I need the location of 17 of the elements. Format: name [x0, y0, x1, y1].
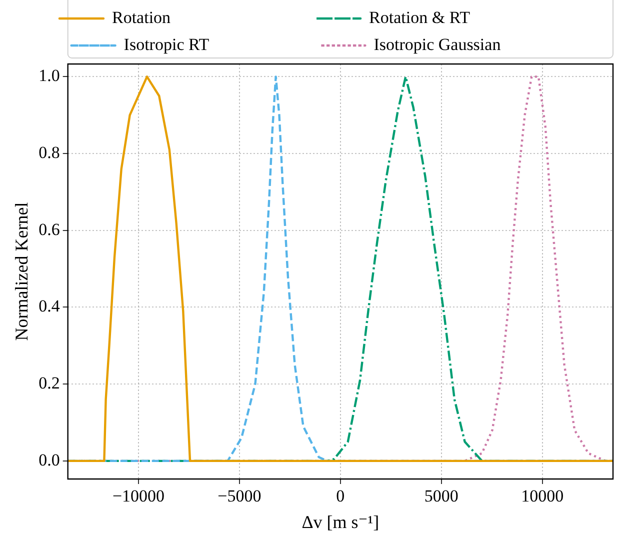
legend-label: Rotation [112, 8, 307, 27]
x-axis-title: Δv [m s⁻¹] [302, 512, 380, 532]
legend-label: Rotation & RT [369, 8, 564, 27]
y-tick-label: 0.0 [38, 450, 60, 470]
y-tick-label: 0.2 [38, 374, 60, 393]
legend-label: Isotropic Gaussian [374, 34, 552, 54]
y-tick-label: 0.6 [38, 220, 60, 239]
y-axis-title: Normalized Kernel [12, 202, 32, 341]
x-tick-label: −10000 [112, 486, 165, 506]
x-tick-label: −5000 [218, 486, 262, 506]
x-tick-label: 5000 [424, 486, 458, 506]
y-tick-label: 0.4 [38, 296, 60, 316]
y-tick-label: 1.0 [38, 66, 60, 86]
legend-label: Isotropic RT [124, 34, 312, 54]
y-tick-label: 0.8 [38, 143, 60, 162]
x-tick-label: 0 [336, 486, 345, 506]
x-tick-label: 10000 [521, 486, 564, 506]
